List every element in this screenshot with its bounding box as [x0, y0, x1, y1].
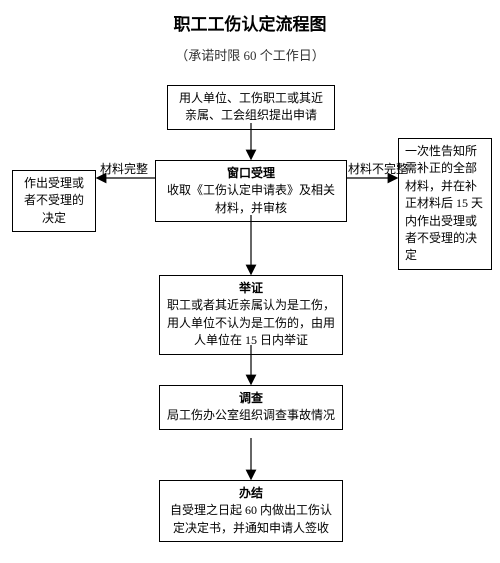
node-left: 作出受理或者不受理的决定 [12, 170, 96, 232]
node-investigate-text: 局工伤办公室组织调查事故情况 [167, 408, 335, 422]
page-title: 职工工伤认定流程图 [0, 0, 500, 35]
node-finish-text: 自受理之日起 60 内做出工伤认定决定书，并通知申请人签收 [170, 503, 332, 534]
node-left-text: 作出受理或者不受理的决定 [24, 176, 84, 225]
edge-label-complete: 材料完整 [100, 160, 148, 177]
node-accept: 窗口受理 收取《工伤认定申请表》及相关材料，并审核 [155, 160, 347, 222]
node-evidence-heading: 举证 [166, 280, 336, 297]
node-right-text: 一次性告知所需补正的全部材料，并在补正材料后 15 天内作出受理或者不受理的决定 [405, 144, 483, 262]
node-accept-heading: 窗口受理 [162, 165, 340, 182]
page-subtitle: （承诺时限 60 个工作日） [0, 45, 500, 64]
node-evidence-text: 职工或者其近亲属认为是工伤，用人单位不认为是工伤的，由用人单位在 15 日内举证 [167, 298, 335, 347]
node-evidence: 举证 职工或者其近亲属认为是工伤，用人单位不认为是工伤的，由用人单位在 15 日… [159, 275, 343, 355]
edge-label-incomplete: 材料不完整 [348, 160, 408, 177]
node-start: 用人单位、工伤职工或其近亲属、工会组织提出申请 [167, 85, 335, 130]
node-start-text: 用人单位、工伤职工或其近亲属、工会组织提出申请 [179, 91, 323, 122]
node-accept-text: 收取《工伤认定申请表》及相关材料，并审核 [167, 183, 335, 214]
node-right: 一次性告知所需补正的全部材料，并在补正材料后 15 天内作出受理或者不受理的决定 [398, 138, 492, 270]
node-finish: 办结 自受理之日起 60 内做出工伤认定决定书，并通知申请人签收 [159, 480, 343, 542]
node-investigate: 调查 局工伤办公室组织调查事故情况 [159, 385, 343, 430]
node-investigate-heading: 调查 [166, 390, 336, 407]
node-finish-heading: 办结 [166, 485, 336, 502]
